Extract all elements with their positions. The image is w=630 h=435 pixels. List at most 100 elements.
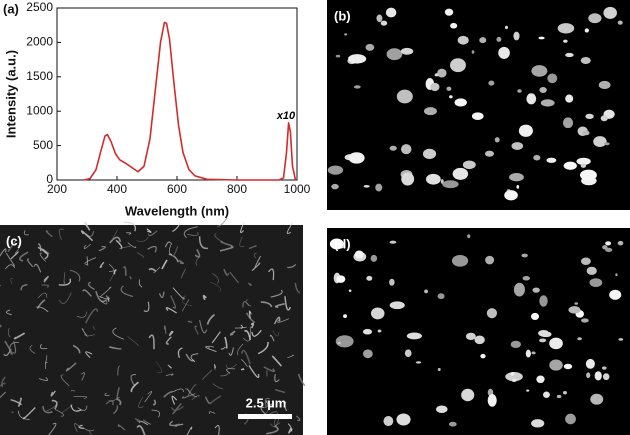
texture-stroke [244, 330, 251, 341]
texture-stroke [136, 236, 149, 242]
particle [580, 56, 591, 65]
particle [386, 48, 403, 61]
texture-stroke [234, 326, 247, 329]
texture-stroke [23, 230, 29, 236]
particle [396, 413, 411, 426]
x-tick-label: 600 [167, 182, 187, 196]
texture-stroke [201, 369, 213, 381]
particle [462, 160, 476, 170]
particle [562, 390, 568, 395]
particle [542, 391, 550, 398]
texture-stroke [251, 262, 261, 272]
texture-stroke [17, 410, 30, 420]
texture-stroke [190, 353, 199, 363]
particle [518, 124, 533, 137]
texture-stroke [39, 343, 48, 350]
particle [337, 341, 341, 345]
particle [396, 89, 413, 104]
texture-stroke [117, 365, 120, 376]
texture-stroke [33, 263, 42, 273]
texture-stroke [274, 374, 280, 383]
texture-stroke [273, 316, 281, 325]
texture-stroke [214, 233, 222, 242]
particle [347, 54, 367, 64]
particle [603, 6, 617, 19]
texture-stroke [119, 245, 132, 249]
particle [539, 87, 547, 93]
texture-stroke [265, 400, 273, 406]
texture-stroke [286, 222, 294, 235]
particle [540, 99, 555, 107]
particle [615, 273, 618, 277]
particle [474, 335, 485, 345]
texture-stroke [109, 346, 122, 350]
texture-stroke [126, 232, 132, 235]
texture-stroke [5, 264, 16, 270]
particle [617, 20, 623, 25]
texture-stroke [60, 374, 70, 387]
texture-stroke [58, 228, 64, 240]
particle [556, 394, 562, 399]
texture-stroke [172, 287, 185, 300]
texture-stroke [0, 382, 6, 387]
texture-stroke [209, 281, 221, 292]
texture-stroke [108, 396, 120, 402]
texture-stroke [83, 243, 91, 249]
particle [335, 335, 354, 348]
texture-stroke [105, 295, 110, 302]
particle [484, 150, 494, 157]
texture-stroke [194, 249, 201, 258]
texture-stroke [26, 258, 34, 268]
particle [536, 375, 545, 384]
texture-stroke [7, 239, 17, 252]
micrograph-d [327, 228, 630, 435]
spectrum-line [83, 21, 297, 181]
texture-stroke [113, 269, 117, 275]
particle [582, 130, 590, 136]
particle [563, 161, 577, 170]
particle [327, 165, 344, 175]
texture-stroke [152, 399, 157, 406]
texture-stroke [146, 228, 152, 233]
particle [425, 173, 441, 185]
particle [579, 169, 597, 181]
texture-stroke [228, 347, 234, 356]
texture-stroke [13, 332, 26, 340]
texture-stroke [38, 292, 48, 298]
texture-stroke [43, 275, 49, 283]
texture-stroke [165, 373, 174, 377]
texture-stroke [70, 389, 76, 392]
particle [557, 23, 575, 34]
particle [375, 183, 383, 192]
particle [605, 247, 613, 252]
texture-stroke [264, 397, 271, 407]
texture-stroke [95, 290, 107, 303]
particle [486, 308, 498, 319]
particle [601, 366, 607, 370]
particle [344, 33, 348, 36]
plot-frame [56, 7, 298, 181]
texture-stroke [105, 399, 114, 406]
texture-stroke [171, 246, 179, 257]
texture-stroke [248, 365, 260, 379]
texture-stroke [187, 231, 199, 236]
particle [430, 82, 440, 92]
particle [586, 372, 591, 379]
particle [585, 358, 595, 369]
texture-stroke [220, 240, 233, 247]
y-axis-label: Intensity (a.u.) [3, 50, 18, 138]
particle [504, 25, 509, 30]
texture-stroke [86, 256, 89, 266]
particle [452, 167, 469, 180]
particle [581, 318, 589, 323]
texture-stroke [130, 381, 139, 393]
particle [604, 142, 610, 146]
particle [538, 36, 545, 40]
texture-stroke [226, 368, 235, 374]
texture-stroke [220, 346, 226, 350]
particle [343, 314, 348, 319]
particle [511, 142, 524, 150]
texture-stroke [18, 251, 29, 262]
texture-stroke [171, 395, 178, 405]
particle [377, 329, 382, 333]
